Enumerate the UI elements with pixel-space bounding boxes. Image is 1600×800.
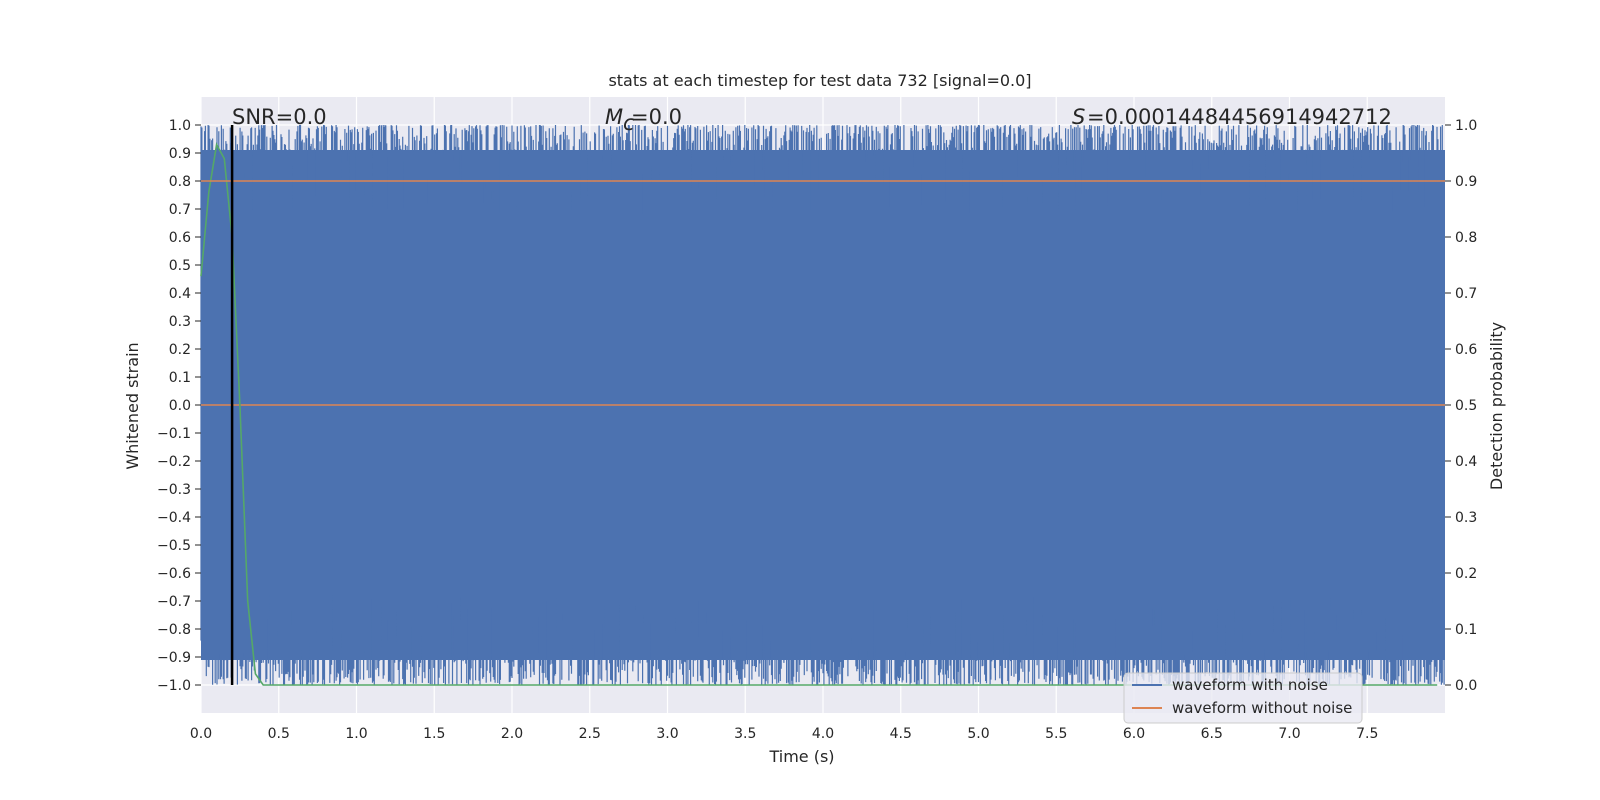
- x-tick-label: 3.0: [656, 726, 678, 742]
- y-tick-label: −0.1: [157, 426, 191, 442]
- legend-label-noisy: waveform with noise: [1172, 676, 1328, 694]
- y-tick-label: −0.5: [157, 538, 191, 554]
- y-tick-label: 0.8: [169, 174, 191, 190]
- y-tick-label: 0.1: [169, 370, 191, 386]
- x-tick-label: 5.0: [967, 726, 989, 742]
- y2-tick-label: 0.3: [1455, 510, 1477, 526]
- y-axis-label: Whitened strain: [123, 342, 142, 469]
- x-tick-label: 2.0: [501, 726, 523, 742]
- x-tick-label: 1.0: [345, 726, 367, 742]
- y2-axis-ticks: 1.0 0.9 0.8 0.7 0.6 0.5 0.4 0.3 0.2 0.1 0.0: [1445, 118, 1477, 694]
- y2-tick-label: 1.0: [1455, 118, 1477, 134]
- y-tick-label: 0.6: [169, 230, 191, 246]
- x-axis-label: Time (s): [768, 747, 834, 766]
- y2-tick-label: 0.9: [1455, 174, 1477, 190]
- x-tick-label: 0.5: [268, 726, 290, 742]
- x-tick-label: 2.5: [579, 726, 601, 742]
- legend-box: [1123, 672, 1363, 724]
- y2-tick-label: 0.4: [1455, 454, 1477, 470]
- y-tick-label: −0.2: [157, 454, 191, 470]
- x-axis-ticks: 0.0 0.5 1.0 1.5 2.0 2.5 3.0 3.5 4.0 4.5 5.0 5.5 6.0 6…: [190, 726, 1379, 742]
- x-tick-label: 3.5: [734, 726, 756, 742]
- y-axis-ticks: 1.0 0.9 0.8 0.7 0.6 0.5 0.4 0.3 0.2 0.1 0.0 −0.1 −0.…: [157, 118, 201, 694]
- y2-tick-label: 0.8: [1455, 230, 1477, 246]
- y2-tick-label: 0.0: [1455, 678, 1477, 694]
- chart-title: stats at each timestep for test data 732…: [608, 71, 1031, 90]
- y2-tick-label: 0.1: [1455, 622, 1477, 638]
- snr-annotation: SNR=0.0: [232, 105, 327, 129]
- y-tick-label: −0.3: [157, 482, 191, 498]
- y-tick-label: 0.3: [169, 314, 191, 330]
- legend-label-clean: waveform without noise: [1172, 699, 1352, 717]
- mc-symbol: M: [605, 105, 623, 129]
- y-tick-label: −1.0: [157, 678, 191, 694]
- y2-tick-label: 0.2: [1455, 566, 1477, 582]
- s-symbol: S: [1072, 105, 1085, 129]
- y-tick-label: −0.4: [157, 510, 191, 526]
- y2-tick-label: 0.7: [1455, 286, 1477, 302]
- y2-tick-label: 0.5: [1455, 398, 1477, 414]
- x-tick-label: 4.5: [890, 726, 912, 742]
- x-tick-label: 4.0: [812, 726, 834, 742]
- y-tick-label: −0.9: [157, 650, 191, 666]
- y-tick-label: 0.0: [169, 398, 191, 414]
- series-waveform-with-noise: [200, 125, 1445, 685]
- x-tick-label: 6.0: [1123, 726, 1145, 742]
- mc-value: =0.0: [631, 105, 682, 129]
- x-tick-label: 7.0: [1278, 726, 1300, 742]
- x-tick-label: 1.5: [423, 726, 445, 742]
- y-tick-label: 0.9: [169, 146, 191, 162]
- y-tick-label: 1.0: [169, 118, 191, 134]
- s-value: =0.00014484456914942712: [1087, 105, 1392, 129]
- y-tick-label: 0.2: [169, 342, 191, 358]
- series-layer: [200, 125, 1445, 686]
- y-tick-label: −0.7: [157, 594, 191, 610]
- y-tick-label: 0.4: [169, 286, 191, 302]
- x-tick-label: 0.0: [190, 726, 212, 742]
- x-tick-label: 5.5: [1045, 726, 1067, 742]
- legend: waveform with noise waveform without noi…: [1123, 672, 1363, 724]
- x-tick-label: 6.5: [1201, 726, 1223, 742]
- x-tick-label: 7.5: [1356, 726, 1378, 742]
- chirp-mass-annotation: M c =0.0: [605, 105, 682, 135]
- y2-axis-label: Detection probability: [1487, 322, 1506, 490]
- y-tick-label: −0.8: [157, 622, 191, 638]
- series-right-2: [200, 142, 1438, 686]
- y-tick-label: 0.5: [169, 258, 191, 274]
- y-tick-label: 0.7: [169, 202, 191, 218]
- mc-subscript: c: [623, 111, 635, 135]
- y2-tick-label: 0.6: [1455, 342, 1477, 358]
- y-tick-label: −0.6: [157, 566, 191, 582]
- statistic-annotation: S =0.00014484456914942712: [1072, 105, 1392, 129]
